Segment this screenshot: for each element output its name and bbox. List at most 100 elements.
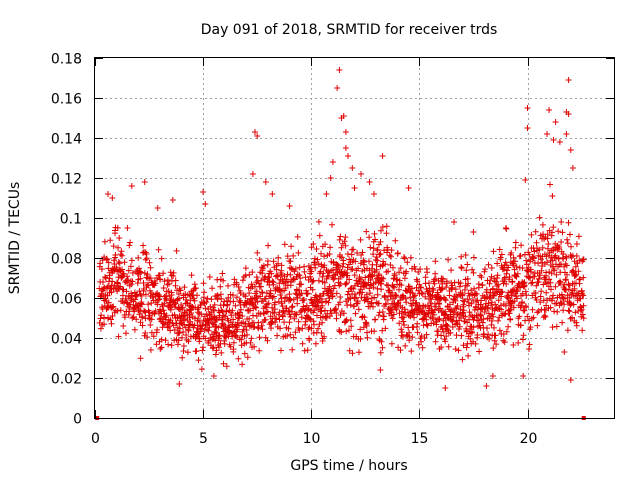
data-point xyxy=(579,327,586,334)
data-point xyxy=(271,310,278,317)
data-point xyxy=(256,334,263,341)
data-point xyxy=(554,308,561,315)
data-point xyxy=(502,259,509,266)
data-point xyxy=(576,257,583,264)
data-point xyxy=(253,274,260,281)
data-point xyxy=(323,275,330,282)
data-point xyxy=(520,373,527,379)
data-point xyxy=(207,316,214,323)
data-point xyxy=(255,319,262,326)
data-point xyxy=(194,329,201,336)
data-point xyxy=(164,277,171,283)
data-point xyxy=(229,307,236,314)
data-point xyxy=(199,347,206,354)
data-point xyxy=(543,289,550,296)
data-point xyxy=(535,308,542,314)
data-point xyxy=(366,258,372,265)
data-point xyxy=(467,335,474,342)
data-point xyxy=(321,285,328,292)
data-point xyxy=(401,306,408,313)
data-point xyxy=(277,325,284,332)
data-point xyxy=(210,373,217,379)
data-point xyxy=(286,319,293,326)
data-point xyxy=(522,177,529,183)
data-point xyxy=(270,258,277,265)
data-point xyxy=(160,285,167,291)
data-point xyxy=(411,314,417,321)
data-point xyxy=(230,298,237,305)
data-point xyxy=(254,133,261,139)
data-point xyxy=(550,137,557,143)
data-point xyxy=(486,336,493,342)
y-tick-label: 0.1 xyxy=(60,212,82,228)
data-point xyxy=(201,289,208,296)
data-point xyxy=(356,349,362,356)
data-point xyxy=(157,315,164,322)
data-point xyxy=(278,262,285,269)
data-point xyxy=(461,298,468,305)
data-point xyxy=(337,299,343,306)
data-point xyxy=(452,346,459,353)
data-point xyxy=(464,261,471,268)
data-point xyxy=(338,244,345,251)
data-point xyxy=(444,326,450,332)
data-point xyxy=(531,248,538,255)
data-point xyxy=(209,345,216,352)
data-point xyxy=(394,276,401,283)
data-point xyxy=(384,296,391,303)
data-point xyxy=(183,332,190,338)
data-point xyxy=(370,303,376,310)
data-point xyxy=(436,316,443,323)
data-point xyxy=(327,244,334,251)
data-point xyxy=(507,316,514,323)
data-point xyxy=(120,271,127,277)
data-point xyxy=(489,373,496,379)
data-point xyxy=(537,299,544,306)
data-point xyxy=(447,329,454,336)
data-point xyxy=(179,354,186,361)
data-point xyxy=(493,283,500,289)
data-point xyxy=(561,301,568,308)
data-point xyxy=(330,285,337,292)
data-point xyxy=(458,265,465,272)
grid-lines xyxy=(95,58,614,418)
data-point xyxy=(140,280,147,286)
data-point xyxy=(205,337,212,344)
data-point xyxy=(370,245,377,252)
data-point xyxy=(351,272,358,279)
data-point xyxy=(433,303,440,310)
y-tick-label: 0.12 xyxy=(51,172,82,188)
data-point xyxy=(495,317,501,324)
data-point xyxy=(129,315,136,321)
data-point xyxy=(490,345,497,352)
data-point xyxy=(389,289,396,296)
data-point xyxy=(166,280,172,287)
data-point xyxy=(294,233,301,240)
data-point xyxy=(569,314,575,321)
data-point xyxy=(134,280,141,287)
data-point xyxy=(133,291,140,298)
data-point xyxy=(112,252,119,258)
data-point xyxy=(361,297,368,304)
data-point xyxy=(479,319,486,326)
data-point xyxy=(262,295,269,302)
data-point xyxy=(297,309,304,316)
data-point xyxy=(424,269,431,276)
data-point xyxy=(352,258,359,265)
data-point xyxy=(560,251,567,257)
data-point xyxy=(488,317,495,324)
data-point xyxy=(343,280,350,286)
data-point xyxy=(423,286,430,292)
data-point xyxy=(284,332,291,339)
data-point xyxy=(357,335,364,342)
data-point xyxy=(402,342,409,349)
data-point xyxy=(127,263,134,270)
data-point xyxy=(571,272,578,279)
y-tick-label: 0.16 xyxy=(51,92,82,108)
data-point xyxy=(131,326,138,333)
data-point xyxy=(274,272,281,279)
data-point xyxy=(463,344,470,351)
data-point xyxy=(138,292,145,299)
data-point xyxy=(452,297,459,304)
data-point xyxy=(504,267,511,274)
